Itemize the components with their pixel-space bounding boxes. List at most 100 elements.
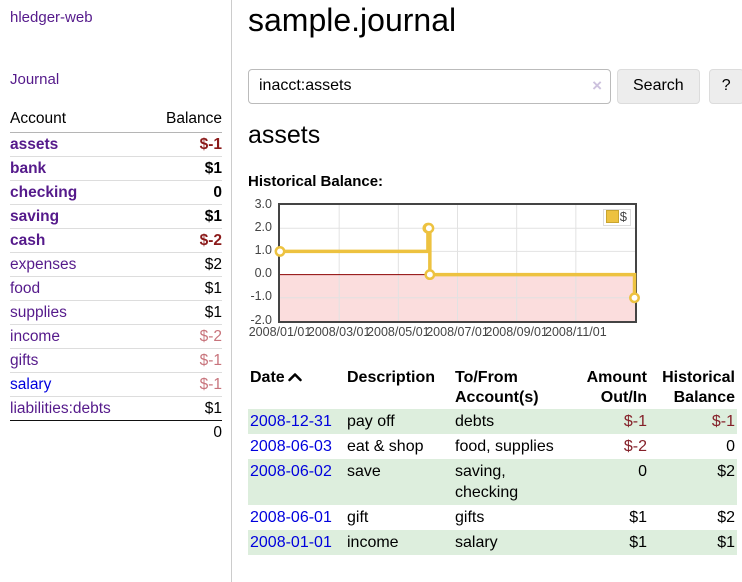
account-row: saving $1 (10, 204, 222, 229)
register-header-accounts: To/From Account(s) (455, 368, 539, 406)
sidebar: hledger-web Journal Account Balance asse… (0, 0, 232, 582)
register-row: 2008-06-01 gift gifts $1 $2 (248, 505, 737, 530)
nav-journal-link[interactable]: Journal (10, 71, 60, 88)
account-row: assets $-1 (10, 132, 222, 157)
y-axis-tick-label: 0.0 (254, 266, 272, 281)
register-accounts: salary (455, 533, 498, 551)
register-balance: $2 (717, 462, 735, 480)
accounts-total-balance: 0 (146, 420, 222, 444)
sidebar-account-gifts[interactable]: gifts (10, 352, 39, 369)
register-description: eat & shop (347, 437, 424, 455)
account-row: supplies $1 (10, 300, 222, 325)
account-balance: $-1 (146, 348, 222, 373)
register-date-link[interactable]: 2008-12-31 (250, 412, 332, 430)
account-row: checking 0 (10, 180, 222, 205)
account-balance: $-1 (146, 132, 222, 157)
account-balance: $-2 (146, 324, 222, 349)
clear-search-icon[interactable]: × (592, 75, 602, 95)
account-row: bank $1 (10, 156, 222, 181)
x-axis-tick-label: 2008/05/01 (367, 324, 430, 339)
help-button[interactable]: ? (708, 68, 742, 104)
register-date-link[interactable]: 2008-06-03 (250, 437, 332, 455)
account-row: salary $-1 (10, 372, 222, 397)
x-axis-tick-label: 2008/09/01 (485, 324, 548, 339)
sidebar-account-supplies[interactable]: supplies (10, 304, 67, 321)
x-axis-tick-label: 2008/11/01 (545, 324, 607, 339)
account-balance: $-2 (146, 228, 222, 253)
register-accounts: food, supplies (455, 437, 554, 455)
register-description: gift (347, 508, 369, 526)
sidebar-account-bank[interactable]: bank (10, 160, 47, 177)
legend-label: $ (619, 208, 627, 224)
register-amount: $-2 (623, 437, 647, 455)
register-description: pay off (347, 412, 395, 430)
account-balance: $1 (146, 156, 222, 181)
sidebar-account-expenses[interactable]: expenses (10, 256, 77, 273)
sidebar-account-food[interactable]: food (10, 280, 41, 297)
x-axis-tick-label: 2008/07/01 (426, 324, 489, 339)
accounts-header-account: Account (10, 107, 147, 133)
register-balance: $1 (717, 533, 735, 551)
sidebar-account-checking[interactable]: checking (10, 184, 78, 201)
register-balance: $2 (717, 508, 735, 526)
register-row: 2008-12-31 pay off debts $-1 $-1 (248, 408, 737, 434)
account-row: liabilities:debts $1 (10, 396, 222, 421)
account-heading: assets (248, 120, 321, 149)
register-date-link[interactable]: 2008-06-01 (250, 508, 332, 526)
account-row: gifts $-1 (10, 348, 222, 373)
y-axis-tick-label: -2.0 (250, 312, 272, 327)
register-date-link[interactable]: 2008-06-02 (250, 462, 332, 480)
register-amount: 0 (638, 462, 647, 480)
register-row: 2008-01-01 income salary $1 $1 (248, 529, 737, 555)
sidebar-account-salary[interactable]: salary (10, 376, 52, 393)
register-amount: $-1 (623, 412, 647, 430)
account-row: food $1 (10, 276, 222, 301)
register-header-description: Description (347, 368, 436, 386)
register-balance: 0 (726, 437, 735, 455)
y-axis-tick-label: -1.0 (250, 289, 272, 304)
register-accounts: gifts (455, 508, 485, 526)
account-row: cash $-2 (10, 228, 222, 253)
sidebar-account-assets[interactable]: assets (10, 136, 59, 153)
register-amount: $1 (629, 508, 647, 526)
search-input[interactable] (248, 68, 611, 104)
register-accounts: saving, checking (455, 462, 519, 501)
register-date-link[interactable]: 2008-01-01 (250, 533, 332, 551)
register-description: income (347, 533, 399, 551)
sidebar-account-saving[interactable]: saving (10, 208, 60, 225)
register-header-balance: Historical Balance (662, 368, 735, 406)
sidebar-account-income[interactable]: income (10, 328, 60, 345)
register-header-date-label: Date (250, 368, 285, 386)
y-axis-tick-label: 3.0 (254, 196, 272, 211)
accounts-table: Account Balance assets $-1 bank $1 check… (10, 107, 222, 444)
register-header-amount: Amount Out/In (586, 368, 647, 406)
register-header-date[interactable]: Date (248, 367, 345, 409)
accounts-total-row: 0 (10, 420, 222, 444)
register-row: 2008-06-03 eat & shop food, supplies $-2… (248, 434, 737, 459)
register-row: 2008-06-02 save saving, checking 0 $2 (248, 458, 737, 505)
sidebar-account-cash[interactable]: cash (10, 232, 46, 249)
search-button[interactable]: Search (617, 68, 700, 104)
account-row: income $-2 (10, 324, 222, 349)
account-balance: $1 (146, 396, 222, 421)
x-axis-tick-label: 2008/03/01 (307, 324, 371, 339)
account-balance: $1 (146, 300, 222, 325)
chart-section-label: Historical Balance: (248, 172, 384, 190)
register-header-row: Date Description To/From Account(s) Amou… (248, 367, 737, 409)
account-balance: 0 (146, 180, 222, 205)
series-swatch-icon (605, 209, 619, 223)
app-brand-link[interactable]: hledger-web (10, 9, 93, 26)
x-axis-tick-label: 2008/01/01 (248, 324, 312, 339)
y-axis-tick-label: 1.0 (254, 242, 272, 257)
page-title: sample.journal (248, 2, 457, 38)
historical-balance-chart: $ 3.0 2.0 1.0 0.0 -1.0 -2.0 2008/01/01 2008/03/… (249, 197, 640, 345)
account-balance: $1 (146, 276, 222, 301)
sort-ascending-icon (287, 372, 302, 381)
register-description: save (347, 462, 381, 480)
y-axis-tick-label: 2.0 (254, 219, 272, 234)
account-balance: $2 (146, 252, 222, 277)
register-balance: $-1 (711, 412, 735, 430)
chart-canvas (274, 204, 640, 321)
accounts-header-balance: Balance (146, 107, 222, 133)
sidebar-account-liabilities-debts[interactable]: liabilities:debts (10, 400, 111, 417)
